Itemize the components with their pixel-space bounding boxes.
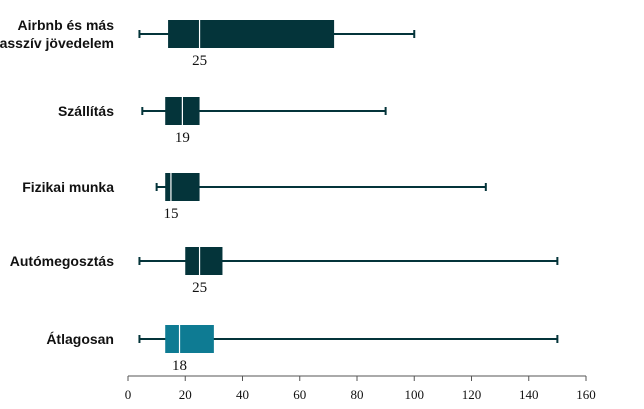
iqr-box: [168, 20, 335, 48]
x-tick-label: 100: [405, 387, 425, 402]
x-tick-label: 0: [125, 387, 132, 402]
x-tick-label: 80: [351, 387, 364, 402]
category-label: Átlagosan: [46, 331, 114, 347]
x-tick-label: 120: [462, 387, 482, 402]
median-value-label: 18: [172, 358, 187, 374]
median-value-label: 15: [163, 206, 178, 222]
category-label: Fizikai munka: [22, 179, 114, 195]
median-value-label: 25: [192, 53, 207, 69]
iqr-box: [185, 247, 223, 275]
category-label: Airbnb és más: [18, 17, 115, 33]
x-tick-label: 140: [519, 387, 539, 402]
category-label: Szállítás: [58, 103, 114, 119]
median-value-label: 19: [175, 130, 190, 146]
x-tick-label: 20: [179, 387, 192, 402]
median-value-label: 25: [192, 280, 207, 296]
category-label: Autómegosztás: [10, 253, 114, 269]
x-tick-label: 60: [293, 387, 306, 402]
category-label: passzív jövedelem: [0, 35, 114, 51]
x-tick-label: 40: [236, 387, 249, 402]
x-tick-label: 160: [576, 387, 596, 402]
iqr-box: [165, 325, 214, 353]
